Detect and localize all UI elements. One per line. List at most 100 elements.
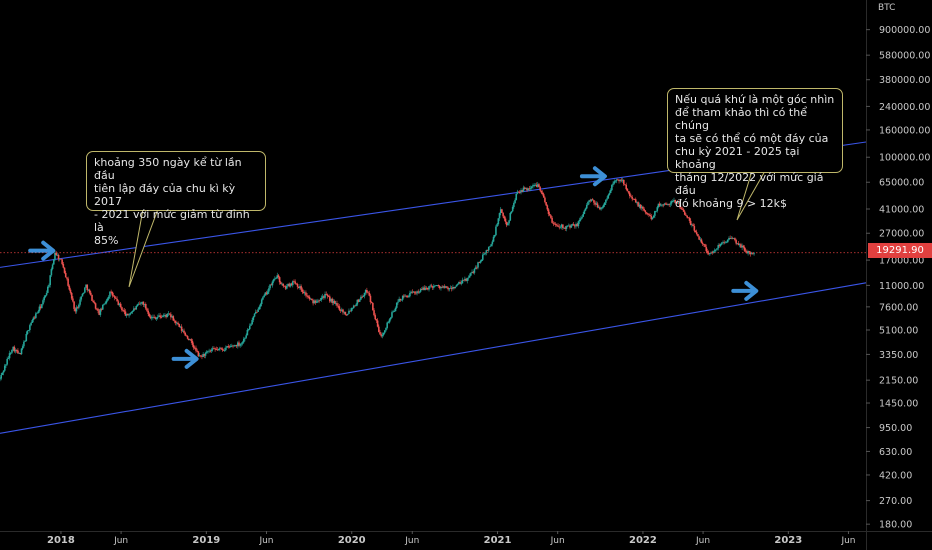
candle-body (43, 296, 46, 301)
candle-body (103, 304, 105, 305)
candle-body (15, 349, 18, 351)
candle-body (207, 350, 209, 352)
candle-body (691, 224, 693, 226)
candle-body (447, 287, 449, 290)
candle-body (508, 220, 510, 224)
candle-body (579, 218, 582, 220)
candle-body (91, 294, 93, 301)
candle-body (638, 204, 641, 207)
annotation-note-2[interactable]: Nếu quá khứ là một góc nhìn để tham khảo… (667, 88, 843, 210)
candle-body (29, 325, 31, 331)
candle-body (424, 287, 427, 290)
candle-body (228, 346, 231, 348)
candle-body (296, 283, 299, 287)
x-tick-label: Jun (258, 536, 273, 546)
candle-body (210, 349, 213, 351)
candle-body (195, 347, 197, 351)
candle-body (188, 338, 190, 340)
candle-body (133, 308, 135, 311)
candle-body (603, 202, 606, 206)
candle-body (526, 188, 528, 191)
candle-body (558, 226, 561, 228)
candle-body (294, 281, 296, 284)
candle-body (423, 287, 426, 290)
candle-body (186, 336, 189, 339)
candle-body (642, 206, 644, 209)
candle-body (335, 303, 337, 304)
candle-body (221, 348, 224, 350)
candle-body (406, 296, 409, 298)
y-tick-label: 1450.00 (879, 399, 918, 410)
candle-body (725, 242, 728, 244)
candle-body (266, 291, 269, 295)
candle-body (491, 241, 494, 245)
candle-body (268, 288, 270, 292)
candle-body (153, 316, 155, 318)
candle-body (284, 286, 287, 289)
candle-body (418, 291, 421, 293)
candle-body (13, 346, 16, 352)
candle-body (33, 317, 36, 319)
candle-body (655, 210, 657, 212)
candle-body (541, 192, 544, 195)
candle-body (189, 339, 191, 341)
candle-body (274, 278, 276, 280)
candle-body (643, 208, 645, 211)
candle-body (17, 350, 19, 354)
candle-body (429, 285, 432, 287)
candle-body (67, 278, 69, 286)
candle-body (209, 350, 212, 352)
candle-body (517, 191, 520, 193)
candle-body (688, 217, 691, 221)
candle-body (50, 269, 53, 276)
candle-body (321, 296, 324, 298)
candle-body (82, 292, 85, 294)
candle-body (601, 207, 604, 209)
candle-body (663, 203, 666, 205)
candle-body (510, 211, 513, 213)
arrow-head (41, 240, 56, 261)
candle-body (666, 203, 668, 205)
candle-body (112, 295, 115, 297)
candle-body (650, 216, 653, 220)
candle-body (520, 190, 522, 193)
candle-body (168, 313, 171, 315)
candle-body (473, 268, 476, 273)
candle-body (713, 250, 716, 252)
candle-body (694, 230, 697, 233)
candle-body (633, 199, 636, 200)
candle-body (525, 188, 527, 190)
candle-body (593, 200, 595, 203)
candle-body (201, 356, 203, 358)
candle-body (587, 201, 589, 205)
candle-body (369, 295, 372, 303)
candle-body (363, 292, 366, 297)
candle-body (256, 311, 258, 313)
candle-body (311, 298, 313, 301)
candle-body (752, 253, 754, 255)
candle-body (283, 285, 286, 287)
candle-body (265, 292, 268, 295)
candle-body (521, 190, 524, 192)
candle-body (407, 296, 410, 298)
candle-body (458, 282, 460, 285)
candle-body (140, 302, 142, 304)
candle-body (248, 325, 251, 330)
candle-body (7, 358, 10, 360)
candle-body (246, 329, 249, 336)
candle-body (625, 184, 627, 190)
candle-body (613, 181, 616, 184)
candle-body (219, 347, 221, 349)
candle-body (427, 288, 429, 290)
annotation-note-1[interactable]: khoảng 350 ngày kể từ lần đầu tiên lập đ… (86, 151, 266, 247)
candle-body (386, 322, 388, 328)
candle-body (649, 214, 651, 217)
candle-body (290, 283, 293, 286)
candle-body (730, 238, 733, 240)
candle-body (478, 262, 481, 264)
candle-body (697, 234, 699, 237)
candle-body (20, 348, 23, 355)
candle-body (546, 205, 549, 210)
candle-body (459, 282, 461, 284)
